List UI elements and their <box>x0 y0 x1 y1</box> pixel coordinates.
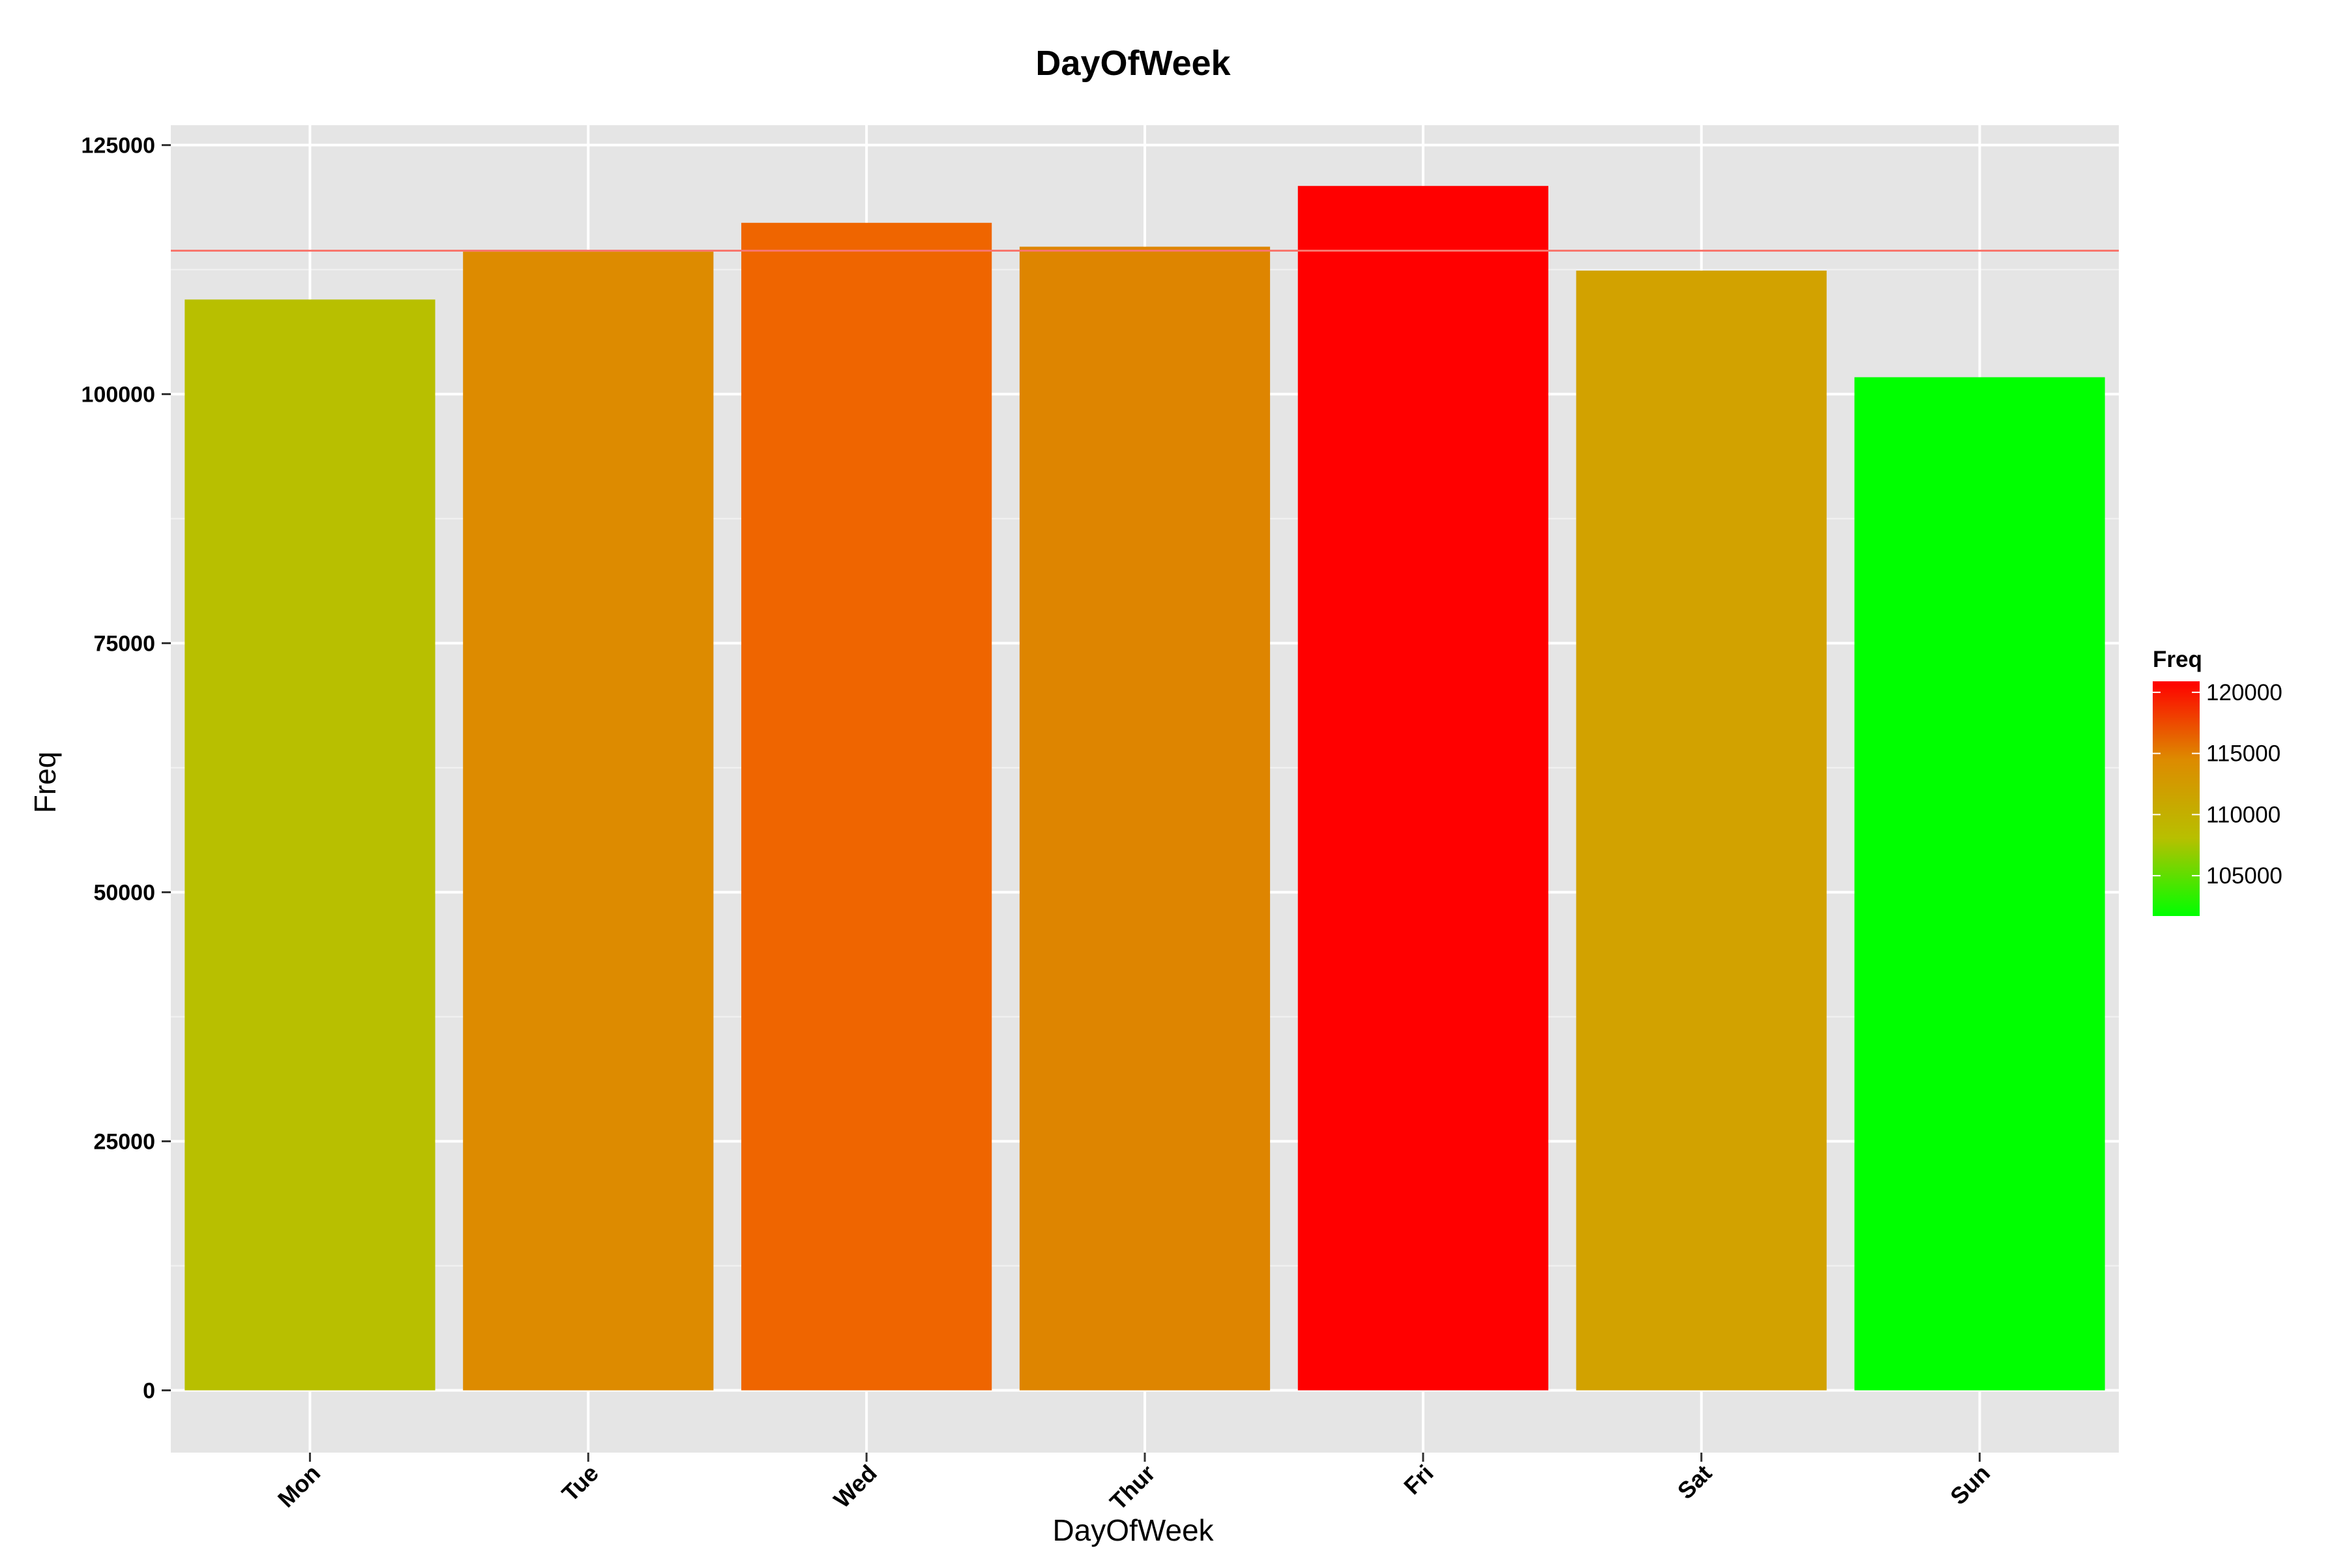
legend-label: 105000 <box>2206 863 2282 889</box>
legend-label: 115000 <box>2206 741 2281 767</box>
bar-tue <box>463 252 714 1391</box>
bar-wed <box>741 222 992 1391</box>
legend-label: 120000 <box>2206 680 2282 705</box>
y-axis-title: Freq <box>28 752 62 814</box>
bar-mon <box>185 299 435 1391</box>
chart-title: DayOfWeek <box>1035 44 1231 83</box>
y-tick-label: 25000 <box>93 1130 155 1155</box>
legend-title: Freq <box>2153 647 2202 672</box>
x-axis-title: DayOfWeek <box>1052 1513 1214 1547</box>
legend-ticks: 120000 115000 110000 105000 <box>2153 680 2282 889</box>
legend: Freq 120000 115000 110000 105000 <box>2153 647 2282 916</box>
y-tick-label: 125000 <box>81 134 155 158</box>
legend-label: 110000 <box>2206 802 2281 827</box>
bar-sat <box>1576 271 1827 1391</box>
y-tick-label: 100000 <box>81 383 155 407</box>
bar-fri <box>1297 186 1548 1391</box>
bar-sun <box>1854 377 2105 1391</box>
legend-colorbar <box>2153 681 2200 916</box>
plot-panel <box>171 125 2119 1453</box>
y-tick-label: 75000 <box>93 632 155 657</box>
bar-thur <box>1019 246 1271 1391</box>
y-tick-label: 50000 <box>93 881 155 906</box>
y-tick-label: 0 <box>143 1379 155 1404</box>
